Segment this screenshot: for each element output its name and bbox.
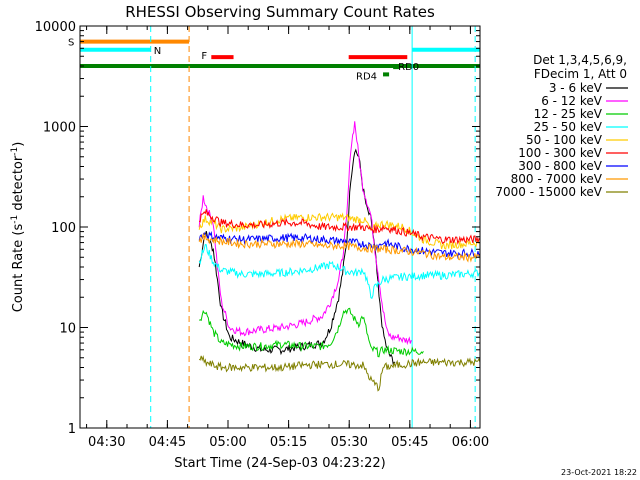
legend-header-line-1: Det 1,3,4,5,6,9,: [533, 53, 627, 67]
series-line-2: [198, 307, 424, 358]
legend-label-0: 3 - 6 keV: [549, 81, 603, 95]
x-tick-label-6: 06:00: [452, 435, 489, 450]
y-tick-label-4: 10000: [35, 20, 76, 35]
x-axis-ticks: 04:30 04:45 05:00 05:15 05:30 05:45 06:00: [86, 26, 489, 450]
x-tick-label-1: 04:45: [149, 435, 186, 450]
series-lines: [198, 121, 480, 392]
series-line-0: [198, 148, 396, 365]
x-tick-label-2: 05:00: [209, 435, 246, 450]
series-line-1: [198, 121, 412, 346]
series-line-5: [198, 209, 480, 245]
legend: Det 1,3,4,5,6,9, FDecim 1, Att 0 3 - 6 k…: [495, 53, 628, 199]
y-tick-label-3: 1000: [43, 121, 76, 136]
flag-label-n: N: [154, 46, 161, 57]
x-tick-label-0: 04:30: [88, 435, 125, 450]
y-tick-label-0: 1: [68, 422, 76, 437]
y-axis-ticks: 1 10 100 1000 10000: [35, 20, 480, 437]
legend-header-line-2: FDecim 1, Att 0: [534, 67, 627, 81]
flag-label-rd0: RD0: [398, 62, 419, 73]
x-axis-label: Start Time (24-Sep-03 04:23:22): [174, 456, 385, 471]
series-line-3: [198, 243, 480, 299]
flag-label-rd4: RD4: [356, 71, 377, 82]
x-tick-label-3: 05:15: [270, 435, 307, 450]
y-tick-label-1: 10: [59, 322, 76, 337]
legend-label-2: 12 - 25 keV: [534, 107, 603, 121]
legend-label-1: 6 - 12 keV: [541, 94, 603, 108]
legend-label-8: 7000 - 15000 keV: [495, 185, 602, 199]
x-tick-label-5: 05:45: [391, 435, 428, 450]
legend-label-6: 300 - 800 keV: [518, 159, 602, 173]
legend-label-3: 25 - 50 keV: [534, 120, 603, 134]
series-line-8: [198, 354, 480, 392]
legend-label-5: 100 - 300 keV: [518, 146, 602, 160]
legend-label-7: 800 - 7000 keV: [511, 172, 603, 186]
x-tick-label-4: 05:30: [330, 435, 367, 450]
legend-label-4: 50 - 100 keV: [526, 133, 603, 147]
y-axis-label: Count Rate (s-1 detector-1): [10, 142, 26, 313]
flag-bars: S N F RD0 RD4: [68, 38, 480, 82]
flag-label-s: S: [68, 38, 74, 49]
series-line-4: [198, 212, 480, 250]
generation-timestamp: 23-Oct-2021 18:22: [561, 468, 637, 477]
y-tick-label-2: 100: [51, 221, 76, 236]
series-line-7: [198, 232, 480, 263]
flag-label-f: F: [201, 51, 207, 62]
chart-title: RHESSI Observing Summary Count Rates: [125, 3, 435, 21]
